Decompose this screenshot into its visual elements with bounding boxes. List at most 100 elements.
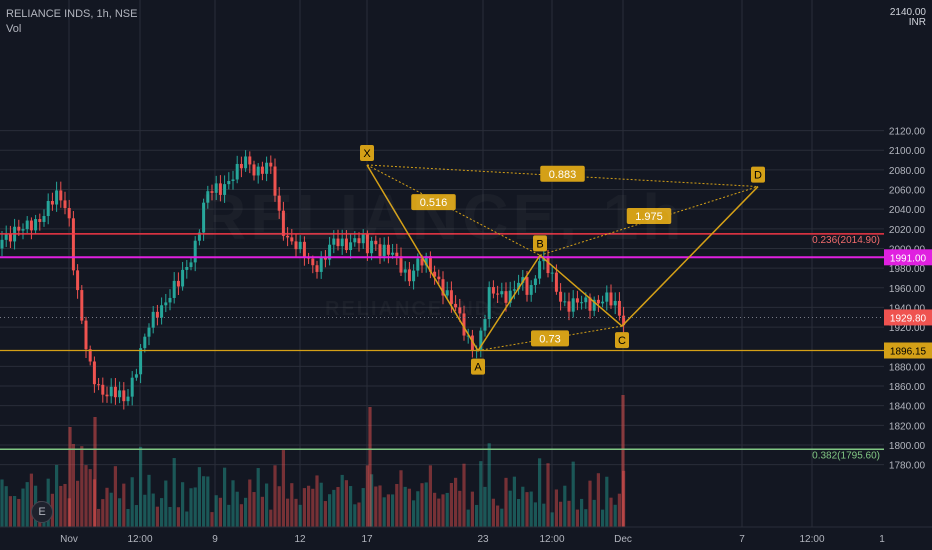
candle-body xyxy=(328,244,332,260)
time-tick: 9 xyxy=(212,534,218,545)
volume-bar xyxy=(307,485,311,527)
candle-body xyxy=(189,262,193,268)
symbol-watermark: RELIANCE, 1h xyxy=(200,180,685,254)
volume-bar xyxy=(592,499,596,527)
volume-bar xyxy=(596,473,600,527)
volume-legend[interactable]: Vol xyxy=(6,23,22,35)
candle-body xyxy=(298,241,302,250)
volume-bar xyxy=(433,492,437,527)
time-tick: 17 xyxy=(361,534,373,545)
volume-bar xyxy=(621,395,625,527)
volume-bar xyxy=(235,491,239,527)
candle-body xyxy=(412,270,416,282)
volume-bar xyxy=(437,498,441,527)
candle-body xyxy=(399,256,403,273)
candle-body xyxy=(71,218,75,271)
candle-body xyxy=(462,313,466,336)
volume-bar xyxy=(399,470,403,527)
volume-bar xyxy=(29,473,33,527)
candle-body xyxy=(88,349,92,362)
candle-body xyxy=(395,252,399,257)
symbol-legend[interactable]: RELIANCE INDS, 1h, NSE xyxy=(6,8,138,20)
candle-body xyxy=(365,233,369,254)
candle-body xyxy=(416,258,420,271)
candle-body xyxy=(109,386,113,397)
volume-bar xyxy=(403,486,407,527)
point-label: X xyxy=(363,148,371,160)
volume-bar xyxy=(71,443,75,527)
volume-bar xyxy=(126,508,130,527)
candle-body xyxy=(210,191,214,193)
candle-body xyxy=(563,301,567,303)
volume-bar xyxy=(466,509,470,527)
volume-bar xyxy=(311,488,315,527)
candle-body xyxy=(218,183,222,195)
candle-body xyxy=(122,390,126,402)
candle-body xyxy=(252,164,256,176)
candle-body xyxy=(21,229,25,231)
volume-bar xyxy=(160,498,164,527)
volume-bar xyxy=(517,499,521,527)
currency-top-price: 2140.00 xyxy=(889,7,926,18)
candle-body xyxy=(197,232,201,241)
volume-bar xyxy=(97,508,101,527)
price-tick: 1960.00 xyxy=(889,284,926,295)
candle-body xyxy=(479,330,483,350)
candle-body xyxy=(269,162,273,167)
candle-body xyxy=(500,291,504,295)
candle-body xyxy=(349,242,353,251)
volume-bar xyxy=(613,504,617,527)
price-tick: 1840.00 xyxy=(889,402,926,413)
candle-body xyxy=(84,320,88,350)
candle-body xyxy=(155,311,159,318)
candle-body xyxy=(609,292,613,306)
candle-body xyxy=(260,166,264,174)
price-tick: 2080.00 xyxy=(889,166,926,177)
volume-bar xyxy=(487,443,491,527)
candle-body xyxy=(223,184,227,195)
candle-body xyxy=(332,238,336,245)
price-tick: 1780.00 xyxy=(889,461,926,472)
volume-bar xyxy=(470,491,474,527)
candle-body xyxy=(50,201,54,205)
candle-body xyxy=(315,265,319,272)
point-label: C xyxy=(618,335,626,347)
candle-body xyxy=(424,256,428,266)
level-price-tag xyxy=(884,249,932,266)
time-tick: 12:00 xyxy=(539,534,564,545)
ratio-badge xyxy=(540,165,585,182)
volume-bar xyxy=(449,482,453,527)
candle-body xyxy=(294,241,298,250)
candle-body xyxy=(193,240,197,263)
candle-body xyxy=(206,191,210,203)
volume-bar xyxy=(378,485,382,527)
volume-bar xyxy=(118,498,122,527)
volume-bar xyxy=(134,505,138,527)
candle-body xyxy=(353,238,357,243)
candle-body xyxy=(185,267,189,270)
ratio-badge xyxy=(411,194,456,211)
chart-grid xyxy=(0,0,884,527)
volume-bar xyxy=(193,487,197,527)
volume-bar xyxy=(202,476,206,527)
events-button[interactable]: E xyxy=(31,501,53,523)
candle-body xyxy=(504,291,508,303)
level-price-label: 1896.15 xyxy=(890,347,927,358)
candle-body xyxy=(67,208,71,219)
candle-body xyxy=(538,261,542,279)
volume-bar xyxy=(290,483,294,527)
volume-bar xyxy=(109,492,113,527)
point-label: D xyxy=(754,170,762,182)
candle-body xyxy=(466,335,470,337)
volume-bar xyxy=(21,488,25,527)
candle-body xyxy=(181,269,185,287)
candle-body xyxy=(575,298,579,303)
currency-label[interactable]: 2140.00 INR xyxy=(890,8,926,28)
candle-body xyxy=(370,240,374,254)
level-fib-label: 0.382(1795.60) xyxy=(812,450,880,461)
volume-bar xyxy=(420,483,424,527)
candle-body xyxy=(151,311,155,328)
candle-body xyxy=(525,277,529,295)
volume-bar xyxy=(357,502,361,527)
